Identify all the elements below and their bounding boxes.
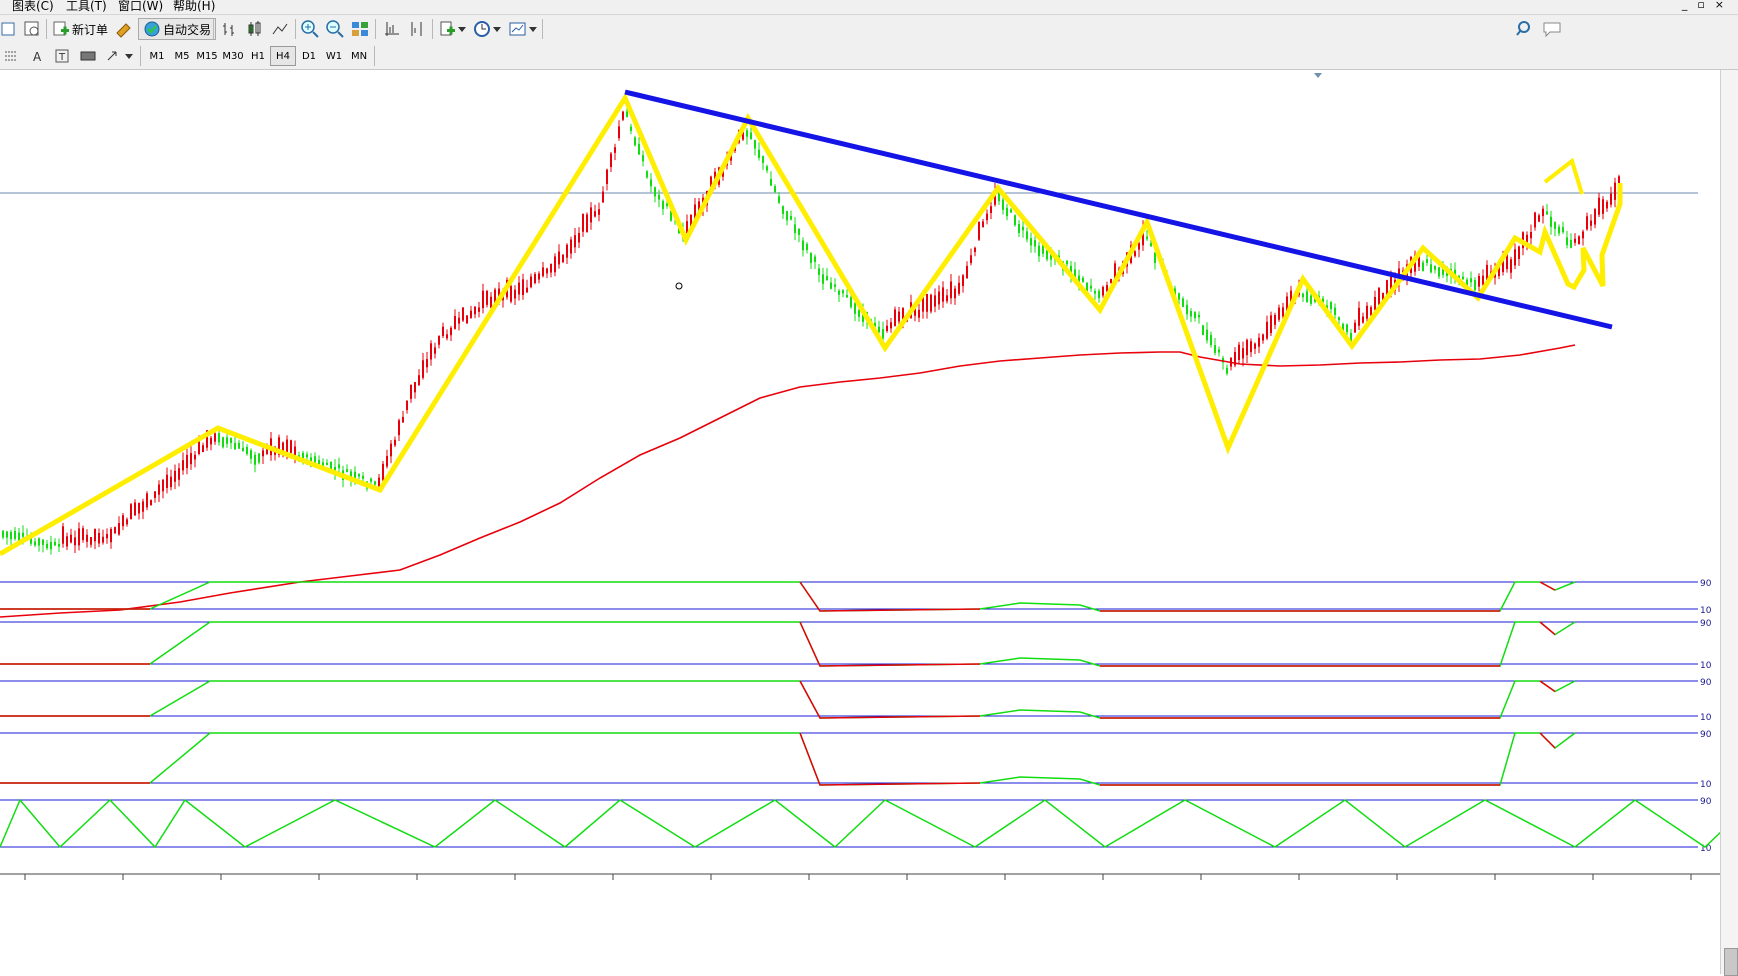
restore-button[interactable]: ▫ xyxy=(1697,0,1715,11)
price-chart[interactable]: 90 10 90 10 90 10 90 10 90 10 xyxy=(0,70,1720,974)
menu-help[interactable]: 帮助(H) xyxy=(173,0,216,13)
timeframe-h4[interactable]: H4 xyxy=(270,46,296,66)
osc-lower-level-label: 10 xyxy=(1700,780,1712,790)
svg-text:T: T xyxy=(58,52,66,63)
auto-trade-button[interactable]: 自动交易 xyxy=(138,18,217,40)
menu-tools[interactable]: 工具(T) xyxy=(66,0,107,13)
grid-icon[interactable] xyxy=(350,19,370,39)
zoom-out-icon[interactable] xyxy=(325,19,345,39)
timeframe-m5[interactable]: M5 xyxy=(174,50,190,62)
clock-icon[interactable] xyxy=(472,19,492,39)
candle-chart-icon[interactable] xyxy=(245,19,265,39)
main-toolbar: 新订单 自动交易 xyxy=(0,15,1738,44)
profile-icon[interactable] xyxy=(22,19,42,39)
timeframe-d1[interactable]: D1 xyxy=(301,50,317,62)
osc-lower-level-label: 10 xyxy=(1700,606,1712,616)
close-button[interactable]: × xyxy=(1714,0,1734,11)
auto-trade-label: 自动交易 xyxy=(163,22,212,37)
arrows-tool-icon[interactable] xyxy=(104,46,124,66)
chat-icon[interactable] xyxy=(1542,20,1564,38)
meta-editor-icon[interactable] xyxy=(114,19,134,39)
menu-bar: 图表(C) 工具(T) 窗口(W) 帮助(H) _▫× xyxy=(0,0,1738,15)
chart-shift-marker[interactable] xyxy=(1314,73,1322,78)
template-icon[interactable] xyxy=(508,19,528,39)
up-arrow-icon xyxy=(1543,157,1584,195)
line-chart-icon[interactable] xyxy=(270,19,290,39)
svg-text:A: A xyxy=(33,50,42,64)
zoom-in-icon[interactable] xyxy=(300,19,320,39)
chevron-down-icon[interactable] xyxy=(458,27,466,33)
chart-shift-icon[interactable] xyxy=(382,19,402,39)
timeframe-w1[interactable]: W1 xyxy=(325,50,343,62)
crosshair-icon[interactable] xyxy=(2,46,22,66)
minimize-button[interactable]: _ xyxy=(1681,0,1698,11)
indicators-icon[interactable] xyxy=(438,19,458,39)
chevron-down-icon[interactable] xyxy=(493,27,501,33)
cursor-marker xyxy=(675,282,683,290)
trendline[interactable] xyxy=(624,89,1613,330)
osc-upper-level-label: 90 xyxy=(1700,730,1712,740)
vertical-scrollbar[interactable] xyxy=(1720,70,1738,976)
new-order-button[interactable]: 新订单 xyxy=(52,18,108,40)
timeframe-h1[interactable]: H1 xyxy=(251,50,265,62)
window-icon[interactable] xyxy=(0,19,20,39)
oscillator-panels: 90 10 90 10 90 10 90 10 90 10 xyxy=(0,579,1720,854)
moving-average-line xyxy=(0,344,1576,618)
osc-lower-level-label: 10 xyxy=(1700,844,1712,854)
timeframe-m30[interactable]: M30 xyxy=(222,50,244,62)
window-controls: _▫× xyxy=(1682,0,1734,11)
menu-window[interactable]: 窗口(W) xyxy=(118,0,164,13)
new-order-label: 新订单 xyxy=(72,22,109,37)
autoscroll-icon[interactable] xyxy=(407,19,427,39)
chevron-down-icon[interactable] xyxy=(125,54,133,60)
osc-upper-level-label: 90 xyxy=(1700,619,1712,629)
chevron-down-icon[interactable] xyxy=(529,27,537,33)
search-icon[interactable] xyxy=(1515,20,1533,38)
osc-upper-level-label: 90 xyxy=(1700,678,1712,688)
timeframe-mn[interactable]: MN xyxy=(350,50,368,62)
osc-lower-level-label: 10 xyxy=(1700,661,1712,671)
text-tool-icon[interactable]: A xyxy=(28,46,48,66)
osc-upper-level-label: 90 xyxy=(1700,579,1712,589)
new-order-icon xyxy=(53,21,69,36)
bar-chart-icon[interactable] xyxy=(220,19,240,39)
menu-chart[interactable]: 图表(C) xyxy=(12,0,54,13)
osc-lower-level-label: 10 xyxy=(1700,713,1712,723)
zigzag-line xyxy=(0,92,1623,557)
osc-upper-level-label: 90 xyxy=(1700,797,1712,807)
label-tool-icon[interactable]: T xyxy=(52,46,72,66)
auto-trade-icon xyxy=(144,21,160,37)
time-axis xyxy=(24,874,1692,880)
rectangle-tool-icon[interactable] xyxy=(78,46,98,66)
timeframe-m1[interactable]: M1 xyxy=(149,50,165,62)
timeframe-m15[interactable]: M15 xyxy=(196,50,218,62)
drawing-toolbar: A T M1 M5 M15 M30 H1 H4 D1 W1 MN xyxy=(0,43,1738,70)
scroll-thumb[interactable] xyxy=(1724,948,1738,976)
